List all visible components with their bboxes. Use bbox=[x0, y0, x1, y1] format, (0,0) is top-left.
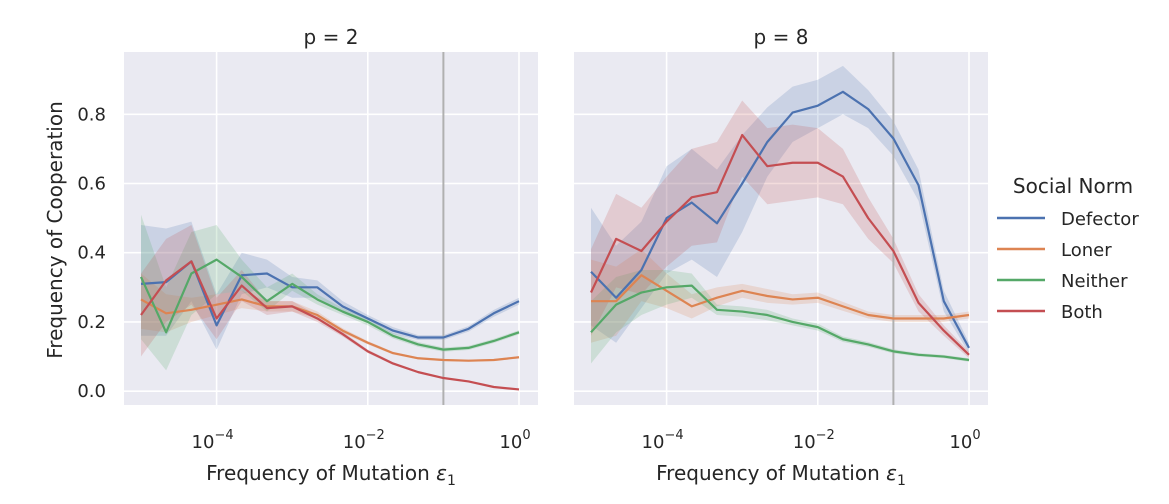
x-tick-label: 100 bbox=[949, 428, 980, 453]
x-axis-label: Frequency of Mutation ε1 bbox=[656, 461, 906, 489]
y-tick-label: 0.2 bbox=[77, 312, 106, 333]
series-line-defector bbox=[140, 260, 520, 339]
series-line-neither bbox=[139, 258, 520, 351]
panel-title: p = 8 bbox=[754, 25, 809, 49]
band-defector bbox=[591, 65, 969, 354]
panel-background bbox=[124, 52, 538, 405]
panel-background bbox=[574, 52, 988, 405]
y-axis-label: Frequency of Cooperation bbox=[43, 101, 67, 359]
band-defector bbox=[141, 221, 519, 350]
series-line-both bbox=[140, 260, 520, 391]
panel-1: p = 2 10−4 10−2 100 Frequency of Mutation ε1 bbox=[124, 25, 538, 489]
legend-title: Social Norm bbox=[1013, 174, 1133, 198]
x-tick-label: 100 bbox=[499, 428, 530, 453]
x-tick-label: 10−4 bbox=[642, 428, 684, 453]
band-both bbox=[141, 225, 519, 390]
y-tick-label: 0.0 bbox=[77, 381, 106, 402]
legend: Social Norm Defector Loner Neither Both bbox=[997, 174, 1139, 323]
series-line-both bbox=[590, 133, 970, 356]
legend-label-neither: Neither bbox=[1061, 271, 1128, 292]
band-neither bbox=[591, 270, 969, 364]
y-tick-label: 0.4 bbox=[77, 243, 106, 264]
series-line-neither bbox=[590, 284, 970, 362]
x-tick-label: 10−2 bbox=[343, 428, 385, 453]
legend-label-defector: Defector bbox=[1061, 209, 1139, 230]
y-tick-label: 0.6 bbox=[77, 174, 106, 195]
x-tick-label: 10−2 bbox=[793, 428, 835, 453]
band-both bbox=[591, 100, 969, 359]
band-loner bbox=[591, 249, 969, 343]
panel-title: p = 2 bbox=[304, 25, 359, 49]
x-axis-label: Frequency of Mutation ε1 bbox=[206, 461, 456, 489]
series-line-loner bbox=[591, 274, 970, 320]
band-neither bbox=[141, 214, 519, 371]
legend-label-loner: Loner bbox=[1061, 240, 1112, 261]
series-line-loner bbox=[140, 298, 520, 362]
x-tick-label: 10−4 bbox=[192, 428, 234, 453]
panel-2: p = 8 10−4 10−2 100 Frequency of Mutation ε1 bbox=[574, 25, 988, 489]
y-tick-label: 0.8 bbox=[77, 104, 106, 125]
series-line-defector bbox=[590, 90, 970, 349]
legend-label-both: Both bbox=[1061, 302, 1103, 323]
